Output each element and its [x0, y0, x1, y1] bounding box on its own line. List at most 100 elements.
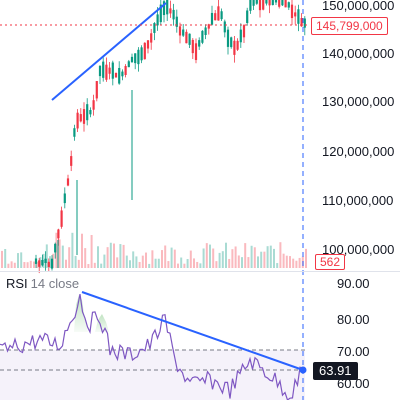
- candle-body: [47, 261, 50, 267]
- candle-body: [249, 0, 252, 11]
- candle-body: [102, 61, 105, 78]
- candle-body: [166, 0, 169, 15]
- price-axis-label-130m: 130,000,000: [322, 94, 395, 109]
- candle-body: [162, 1, 166, 16]
- rsi-axis-label-60: 60.00: [337, 376, 370, 391]
- candle-body: [246, 10, 249, 24]
- price-trendline[interactable]: [51, 2, 167, 101]
- volume-bar: [151, 250, 154, 268]
- volume-bar: [266, 246, 269, 268]
- volume-bar: [71, 232, 74, 268]
- volume-bar: [269, 245, 272, 268]
- volume-bars: [1, 232, 307, 268]
- candle-body: [242, 25, 246, 38]
- volume-bar: [26, 262, 29, 268]
- volume-bar: [183, 263, 186, 268]
- volume-bar: [218, 252, 221, 268]
- candle-body: [34, 258, 38, 264]
- volume-bar: [81, 233, 83, 268]
- volume-bar: [61, 245, 64, 268]
- candle-body: [92, 100, 95, 110]
- candle-body: [182, 29, 185, 36]
- chart-area[interactable]: [0, 0, 310, 400]
- candle-body: [303, 18, 306, 28]
- volume-bar: [170, 247, 173, 268]
- price-axis-label-110m: 110,000,000: [322, 193, 394, 208]
- candle-body: [252, 0, 255, 6]
- volume-bar: [282, 253, 285, 268]
- volume-bar: [231, 249, 234, 268]
- candle-body: [105, 64, 108, 80]
- volume-bar: [247, 257, 250, 268]
- rsi-axis-label-80: 80.00: [337, 312, 370, 327]
- candle-body: [82, 109, 86, 124]
- volume-bar: [100, 263, 103, 268]
- rsi-legend[interactable]: RSI 14 close: [6, 276, 79, 292]
- candle-body: [50, 258, 54, 269]
- volume-bar: [132, 251, 135, 268]
- volume-bar: [295, 260, 298, 268]
- candle-body: [239, 29, 242, 43]
- volume-bar: [260, 251, 263, 268]
- volume-bar: [189, 250, 192, 268]
- candle-body: [159, 4, 162, 23]
- candle-body: [236, 40, 239, 50]
- volume-bar: [221, 251, 224, 268]
- volume-bar: [93, 262, 96, 268]
- volume-bar: [145, 252, 147, 268]
- rsi-band-background: [0, 350, 305, 400]
- volume-bar: [97, 246, 99, 268]
- volume-bar: [138, 261, 141, 268]
- candle-body: [98, 65, 102, 77]
- pane-separator[interactable]: [0, 271, 400, 272]
- candle-body: [258, 0, 262, 11]
- volume-bar: [13, 262, 16, 268]
- candle-body: [185, 31, 188, 44]
- volume-bar: [244, 243, 247, 268]
- candle-body: [130, 56, 134, 63]
- volume-bar: [225, 242, 227, 268]
- candle-body: [284, 0, 287, 8]
- volume-bar: [1, 250, 3, 268]
- volume-bar: [20, 252, 23, 268]
- volume-bar: [292, 258, 295, 268]
- volume-bar: [234, 246, 237, 268]
- volume-bar: [68, 247, 71, 268]
- price-axis-label-150m: 150,000,000: [322, 0, 395, 13]
- rsi-trendline[interactable]: [81, 291, 304, 371]
- volume-bar: [116, 257, 119, 268]
- volume-bar: [29, 260, 32, 268]
- volume-bar: [10, 261, 13, 268]
- candle-body: [143, 42, 146, 60]
- candle-body: [217, 6, 220, 21]
- volume-bar: [103, 254, 106, 268]
- candle-body: [207, 24, 210, 29]
- volume-bar: [141, 255, 144, 268]
- price-axis-label-100m: 100,000,000: [322, 242, 395, 257]
- candle-body: [44, 258, 47, 264]
- candle-body: [156, 14, 159, 26]
- volume-bar: [253, 247, 256, 268]
- volume-bar: [4, 249, 7, 268]
- candle-body: [79, 114, 82, 122]
- candle-body: [210, 12, 214, 25]
- volume-bar: [106, 247, 109, 268]
- chart-canvas[interactable]: [0, 0, 310, 400]
- candle-body: [214, 13, 217, 21]
- candle-body: [153, 23, 156, 33]
- volume-bar: [148, 263, 151, 268]
- candle-body: [140, 47, 143, 61]
- candle-body: [268, 0, 271, 6]
- price-axis-label-120m: 120,000,000: [322, 144, 395, 159]
- volume-value-tag: 562: [315, 254, 346, 270]
- candle-body: [223, 21, 226, 33]
- candle-body: [300, 17, 303, 27]
- candle-body: [281, 0, 284, 6]
- rsi-axis-label-90: 90.00: [337, 276, 370, 291]
- volume-bar: [129, 260, 131, 268]
- candle-body: [278, 0, 281, 7]
- volume-bar: [237, 255, 240, 268]
- volume-bar: [119, 244, 122, 268]
- volume-bar: [39, 257, 42, 268]
- candle-body: [290, 4, 294, 19]
